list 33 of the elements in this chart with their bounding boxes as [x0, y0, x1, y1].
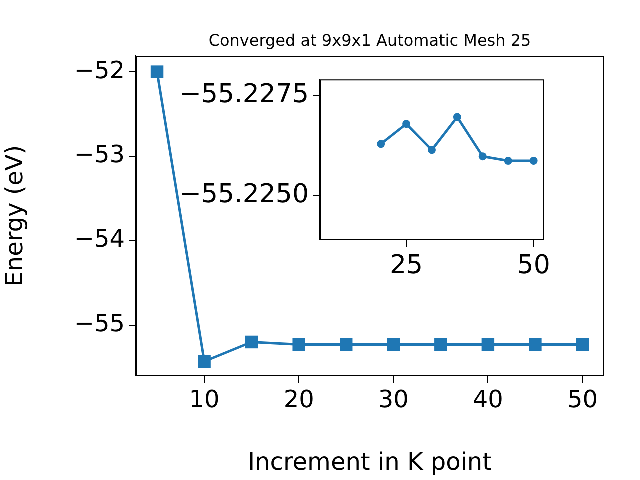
y-tick-label: −53: [74, 140, 125, 169]
point: [402, 120, 411, 128]
point: [434, 338, 448, 352]
point: [504, 157, 512, 166]
x-tick-label: 50: [517, 250, 550, 280]
chart-title: Converged at 9x9x1 Automatic Mesh 25: [208, 31, 532, 50]
point: [428, 146, 436, 154]
y-tick-label: −52: [74, 56, 125, 84]
point: [529, 338, 542, 352]
point: [292, 338, 306, 352]
y-tick-label: −54: [74, 225, 125, 254]
y-tick-label: −55.2250: [180, 180, 309, 210]
point: [387, 338, 400, 352]
y-tick-label: −55: [74, 310, 125, 338]
x-tick-label: 40: [472, 386, 504, 414]
point: [245, 336, 258, 349]
x-axis-title: Increment in K point: [248, 448, 492, 476]
point: [482, 338, 495, 352]
x-tick-label: 25: [390, 250, 424, 280]
y-axis-title: Energy (eV): [0, 145, 29, 287]
x-tick-label: 20: [284, 386, 314, 414]
y-tick-label: −55.2275: [180, 79, 309, 110]
point: [198, 355, 211, 368]
x-tick-label: 50: [567, 386, 598, 414]
point: [453, 113, 462, 122]
point: [150, 66, 164, 78]
point: [377, 140, 386, 148]
x-tick-label: 30: [378, 386, 409, 414]
x-tick-label: 10: [189, 386, 220, 414]
point: [576, 338, 590, 352]
point: [478, 152, 487, 161]
point: [340, 338, 353, 352]
point: [530, 157, 538, 166]
